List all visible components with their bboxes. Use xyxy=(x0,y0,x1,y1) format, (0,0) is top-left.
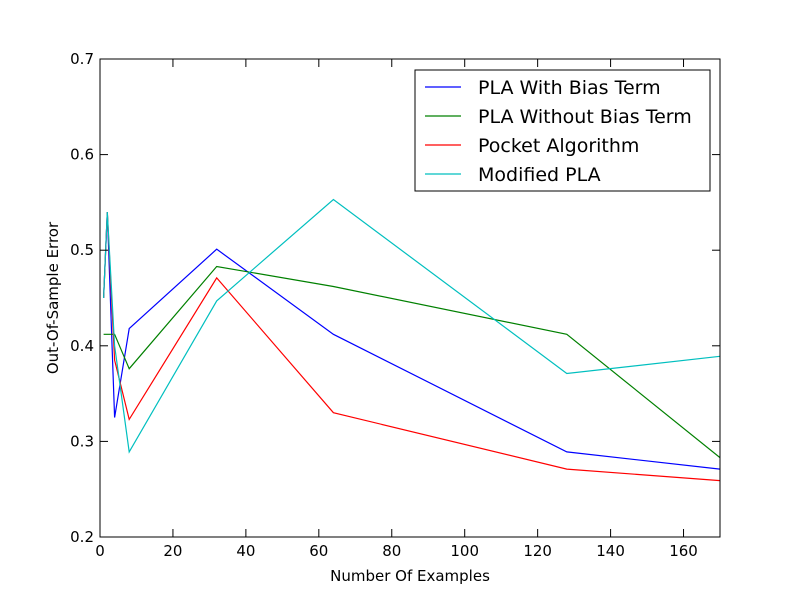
legend-label-1: PLA With Bias Term xyxy=(478,77,661,99)
x-tick-label: 120 xyxy=(523,542,552,560)
series-line-1 xyxy=(103,211,720,470)
x-tick-label: 40 xyxy=(236,542,255,560)
y-tick-label: 0.5 xyxy=(70,241,94,259)
ticks-layer: 0 20 40 60 80 100 120 140 160 0.2 0.3 0.4 0.5 0.6 0.7 xyxy=(70,50,720,560)
plot-frame xyxy=(99,58,721,538)
x-tick-label: 140 xyxy=(596,542,625,560)
series-layer xyxy=(103,198,720,482)
legend-label-3: Pocket Algorithm xyxy=(478,135,639,157)
x-tick-label: 0 xyxy=(95,542,105,560)
x-tick-label: 160 xyxy=(669,542,698,560)
y-axis-label: Out-Of-Sample Error xyxy=(44,221,62,374)
x-axis-label: Number Of Examples xyxy=(330,567,490,585)
y-tick-label: 0.6 xyxy=(70,146,94,164)
x-tick-label: 20 xyxy=(163,542,182,560)
legend-frame xyxy=(414,69,711,192)
series-line-2 xyxy=(103,265,720,459)
legend-label-2: PLA Without Bias Term xyxy=(478,106,692,128)
series-line-3 xyxy=(103,211,720,482)
legend-label-4: Modified PLA xyxy=(478,164,601,186)
series-line-4 xyxy=(103,198,720,454)
legend: PLA With Bias Term PLA Without Bias Term P… xyxy=(414,69,711,192)
y-tick-label: 0.3 xyxy=(70,432,94,450)
x-tick-label: 100 xyxy=(450,542,479,560)
x-tick-label: 60 xyxy=(309,542,328,560)
x-tick-label: 80 xyxy=(382,542,401,560)
y-tick-label: 0.4 xyxy=(70,337,94,355)
y-tick-label: 0.2 xyxy=(70,528,94,546)
y-tick-label: 0.7 xyxy=(70,50,94,68)
